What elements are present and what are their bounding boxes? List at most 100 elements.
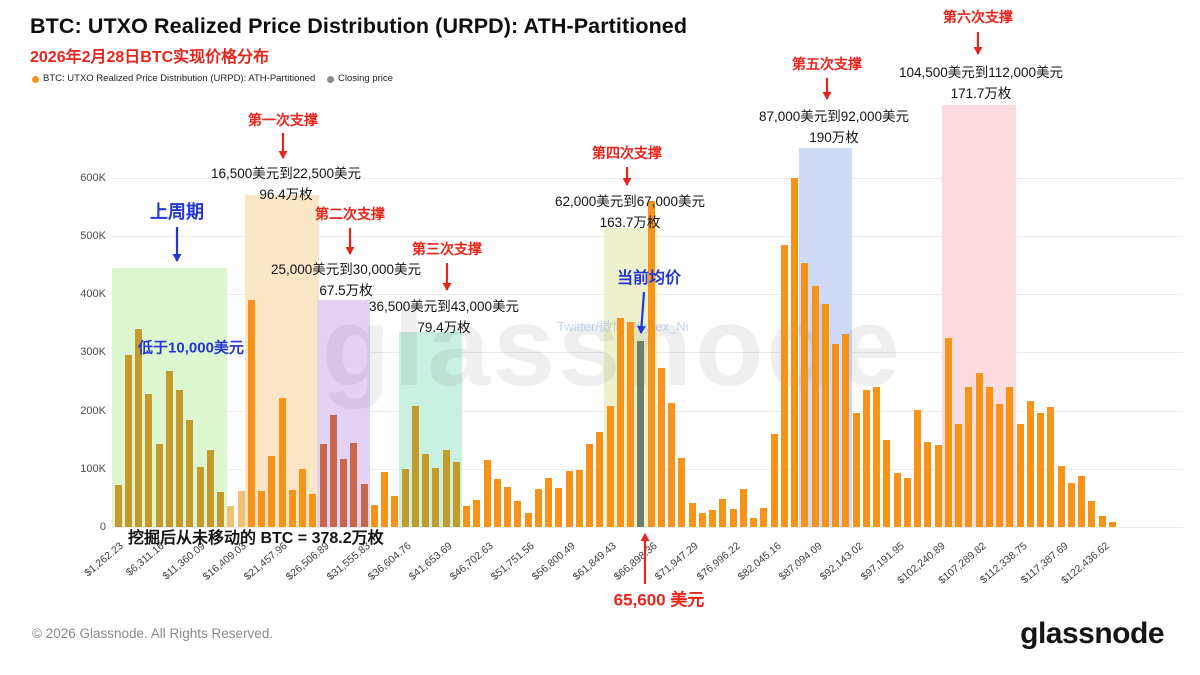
urpd-bar bbox=[145, 394, 153, 527]
urpd-bar bbox=[944, 338, 952, 527]
urpd-bar bbox=[852, 413, 860, 527]
y-axis-tick-label: 300K bbox=[80, 346, 106, 359]
urpd-bar bbox=[319, 443, 327, 527]
support-2-label: 第二次支撑 bbox=[315, 206, 385, 222]
urpd-bar bbox=[975, 372, 983, 527]
urpd-bar bbox=[985, 387, 993, 527]
current-avg-price-label: 当前均价 bbox=[616, 270, 682, 287]
urpd-bar bbox=[309, 493, 317, 527]
urpd-bar bbox=[514, 500, 522, 527]
urpd-bar bbox=[873, 387, 880, 527]
urpd-bar bbox=[473, 500, 481, 527]
price-65600-label: 65,600 美元 bbox=[613, 590, 705, 610]
support-3-label: 第三次支撑 bbox=[412, 241, 482, 257]
gridline bbox=[112, 177, 1183, 179]
urpd-bar bbox=[165, 370, 173, 527]
mined-never-moved-note: 挖掘后从未移动的 BTC = 378.2万枚 bbox=[128, 530, 384, 547]
urpd-bar bbox=[135, 329, 142, 527]
urpd-bar bbox=[883, 440, 891, 527]
support-5-label-detail: 87,000美元到92,000美元 190万枚 bbox=[758, 109, 910, 145]
urpd-bar bbox=[155, 444, 163, 527]
urpd-bar bbox=[493, 479, 501, 527]
urpd-bar bbox=[422, 454, 429, 527]
urpd-bar bbox=[903, 478, 911, 527]
urpd-bar bbox=[258, 490, 265, 527]
urpd-bar bbox=[278, 398, 286, 527]
urpd-bar bbox=[288, 490, 296, 527]
urpd-bar bbox=[893, 473, 901, 527]
urpd-bar bbox=[739, 489, 747, 527]
urpd-bar bbox=[237, 491, 245, 527]
urpd-bar bbox=[842, 334, 850, 527]
urpd-bar bbox=[452, 461, 460, 527]
urpd-bar bbox=[750, 518, 757, 527]
urpd-bar bbox=[247, 299, 255, 527]
urpd-bar bbox=[329, 415, 337, 527]
urpd-bar bbox=[391, 496, 399, 527]
urpd-bar bbox=[832, 344, 839, 527]
y-axis-tick-label: 600K bbox=[80, 171, 106, 184]
urpd-bar bbox=[442, 450, 450, 527]
gridline bbox=[112, 527, 1183, 528]
urpd-bar bbox=[483, 460, 491, 527]
urpd-bar bbox=[370, 504, 378, 527]
urpd-bar bbox=[924, 441, 932, 527]
urpd-bar bbox=[504, 486, 511, 527]
support-1-label-detail: 16,500美元到22,500美元 96.4万枚 bbox=[210, 166, 362, 202]
support-6-label-detail: 104,500美元到112,000美元 171.7万枚 bbox=[898, 65, 1064, 101]
urpd-bar bbox=[1037, 412, 1044, 527]
urpd-bar bbox=[360, 483, 368, 527]
urpd-bar bbox=[114, 485, 122, 527]
urpd-bar bbox=[124, 355, 132, 527]
y-axis-tick-label: 200K bbox=[80, 404, 106, 417]
urpd-bar bbox=[463, 506, 470, 527]
urpd-bar bbox=[760, 507, 768, 527]
urpd-bar bbox=[965, 387, 973, 527]
urpd-bar bbox=[1006, 387, 1014, 527]
support-5-label: 第五次支撑 bbox=[792, 56, 862, 72]
urpd-bar bbox=[914, 409, 921, 527]
urpd-bar bbox=[217, 492, 224, 527]
urpd-bar bbox=[955, 423, 962, 527]
glassnode-logo: glassnode bbox=[1020, 617, 1164, 650]
urpd-bar bbox=[770, 433, 778, 527]
legend-dot-urpd bbox=[32, 76, 39, 83]
urpd-bar bbox=[1098, 515, 1106, 527]
urpd-bar bbox=[1016, 423, 1024, 527]
urpd-bar bbox=[432, 468, 440, 527]
urpd-bar bbox=[801, 263, 809, 527]
urpd-bar bbox=[791, 177, 798, 527]
urpd-bar bbox=[534, 489, 542, 527]
urpd-bar bbox=[862, 389, 870, 527]
urpd-bar bbox=[227, 506, 235, 527]
urpd-bar bbox=[780, 245, 788, 527]
urpd-bar bbox=[627, 322, 634, 527]
support-1-label: 第一次支撑 bbox=[248, 112, 318, 128]
legend-item-urpd: BTC: UTXO Realized Price Distribution (U… bbox=[43, 73, 316, 84]
urpd-bar bbox=[647, 200, 655, 527]
urpd-bar bbox=[186, 419, 194, 527]
urpd-bar bbox=[596, 432, 604, 527]
urpd-bar bbox=[401, 469, 409, 527]
urpd-bar bbox=[1057, 465, 1065, 527]
urpd-bar bbox=[340, 459, 347, 527]
urpd-bar bbox=[729, 508, 737, 527]
urpd-bar bbox=[586, 444, 593, 527]
urpd-bar bbox=[565, 471, 573, 527]
legend-item-closing-price: Closing price bbox=[338, 73, 393, 84]
y-axis-tick-label: 400K bbox=[80, 288, 106, 301]
urpd-bar bbox=[524, 513, 532, 527]
urpd-bar bbox=[1088, 500, 1096, 527]
y-axis-tick-label: 0 bbox=[99, 521, 106, 533]
urpd-bar bbox=[688, 503, 696, 527]
urpd-bar bbox=[575, 469, 583, 527]
urpd-bar bbox=[411, 405, 419, 527]
urpd-bar bbox=[206, 450, 214, 527]
urpd-bar bbox=[996, 404, 1003, 527]
y-axis-tick-label: 100K bbox=[80, 462, 106, 475]
prev-cycle-label: 上周期 bbox=[150, 202, 204, 222]
urpd-bar bbox=[1047, 407, 1055, 527]
urpd-bar bbox=[176, 390, 183, 527]
urpd-bar bbox=[698, 513, 706, 527]
